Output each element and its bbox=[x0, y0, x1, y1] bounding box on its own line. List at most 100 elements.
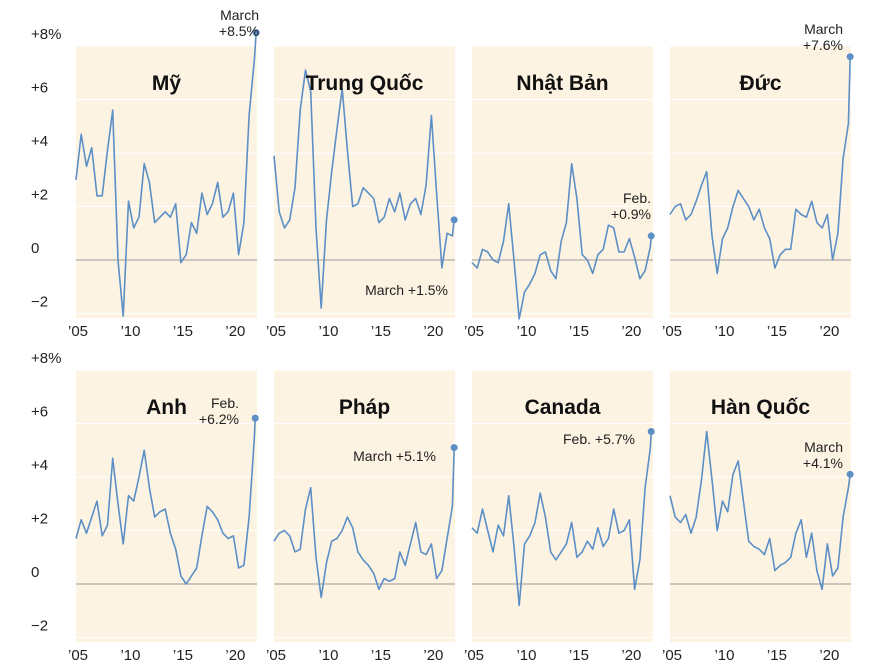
latest-value-dot bbox=[251, 414, 259, 422]
y-tick-label: +8% bbox=[31, 26, 61, 43]
latest-value-dot bbox=[647, 232, 655, 240]
series-line bbox=[273, 447, 455, 599]
x-tick-label: ’15 bbox=[767, 647, 787, 664]
y-tick-label: +6 bbox=[31, 80, 48, 97]
panel-title: Đức bbox=[739, 72, 781, 95]
x-tick-label: ’15 bbox=[569, 647, 589, 664]
panel-title: Anh bbox=[146, 396, 187, 419]
y-axis-row-1: +8% +6 +4 +2 0 −2 bbox=[31, 350, 61, 635]
x-tick-label: ’15 bbox=[173, 647, 193, 664]
latest-value-annotation: Feb. +5.7% bbox=[563, 431, 635, 447]
latest-value-dot bbox=[846, 470, 854, 478]
panel-background bbox=[670, 370, 851, 642]
x-tick-label: ’05 bbox=[266, 323, 286, 340]
x-tick-label: ’20 bbox=[621, 647, 641, 664]
panel-3: Đức March +7.6% ’05 ’10 ’15 ’20 bbox=[662, 21, 854, 340]
x-tick-label: ’20 bbox=[819, 647, 839, 664]
panel-2: Nhật Bản Feb. +0.9% ’05 ’10 ’15 ’20 bbox=[464, 45, 655, 340]
panel-title: Hàn Quốc bbox=[711, 396, 810, 419]
x-tick-label: ’20 bbox=[225, 647, 245, 664]
series-line bbox=[471, 431, 652, 607]
x-tick-label: ’10 bbox=[714, 323, 734, 340]
x-tick-label: ’10 bbox=[318, 323, 338, 340]
y-tick-label: +2 bbox=[31, 187, 48, 204]
latest-value-annotation: March +8.5% bbox=[219, 7, 259, 39]
x-tick-label: ’05 bbox=[662, 647, 682, 664]
y-tick-label: −2 bbox=[31, 294, 48, 311]
annotation-line: March bbox=[804, 439, 843, 455]
x-tick-label: ’15 bbox=[569, 323, 589, 340]
annotation-line: March bbox=[220, 7, 259, 23]
panel-0: Mỹ March +8.5% ’05 ’10 ’15 ’20 bbox=[68, 7, 260, 340]
x-tick-label: ’05 bbox=[68, 323, 88, 340]
panel-1: Trung Quốc March +1.5% ’05 ’10 ’15 ’20 bbox=[266, 45, 458, 340]
y-tick-label: 0 bbox=[31, 564, 39, 581]
series-line bbox=[75, 32, 257, 317]
annotation-line: March bbox=[804, 21, 843, 37]
y-tick-label: +2 bbox=[31, 511, 48, 528]
y-tick-label: −2 bbox=[31, 618, 48, 635]
series-line bbox=[75, 418, 256, 585]
annotation-line: +6.2% bbox=[199, 411, 239, 427]
panel-7: Hàn Quốc March +4.1% ’05 ’10 ’15 ’20 bbox=[662, 369, 854, 664]
annotation-line: Feb. +5.7% bbox=[563, 431, 635, 447]
annotation-line: March +1.5% bbox=[365, 282, 448, 298]
series-line bbox=[669, 56, 851, 275]
x-tick-label: ’05 bbox=[266, 647, 286, 664]
annotation-line: Feb. bbox=[211, 395, 239, 411]
panel-6: Canada Feb. +5.7% ’05 ’10 ’15 ’20 bbox=[464, 369, 655, 664]
latest-value-dot bbox=[846, 53, 854, 61]
latest-value-annotation: Feb. +0.9% bbox=[611, 190, 651, 222]
latest-value-annotation: March +4.1% bbox=[803, 439, 843, 471]
y-axis-row-0: +8% +6 +4 +2 0 −2 bbox=[31, 26, 61, 311]
panel-background bbox=[76, 370, 257, 642]
panel-background bbox=[670, 46, 851, 318]
latest-value-annotation: March +7.6% bbox=[803, 21, 843, 53]
y-tick-label: +4 bbox=[31, 457, 48, 474]
latest-value-annotation: March +1.5% bbox=[365, 282, 448, 298]
panel-title: Trung Quốc bbox=[306, 72, 424, 95]
x-tick-label: ’20 bbox=[423, 647, 443, 664]
x-tick-label: ’05 bbox=[662, 323, 682, 340]
panel-title: Mỹ bbox=[152, 72, 181, 95]
latest-value-dot bbox=[647, 428, 655, 436]
x-tick-label: ’15 bbox=[767, 323, 787, 340]
panel-5: Pháp March +5.1% ’05 ’10 ’15 ’20 bbox=[266, 369, 458, 664]
annotation-line: March +5.1% bbox=[353, 448, 436, 464]
y-tick-label: +6 bbox=[31, 404, 48, 421]
x-tick-label: ’20 bbox=[621, 323, 641, 340]
x-tick-label: ’10 bbox=[318, 647, 338, 664]
x-tick-label: ’20 bbox=[819, 323, 839, 340]
panel-title: Pháp bbox=[339, 396, 390, 419]
y-tick-label: 0 bbox=[31, 240, 39, 257]
series-line bbox=[471, 162, 652, 320]
annotation-line: Feb. bbox=[623, 190, 651, 206]
latest-value-dot bbox=[450, 216, 458, 224]
panel-background bbox=[76, 46, 257, 318]
latest-value-dot bbox=[252, 29, 260, 37]
x-tick-label: ’10 bbox=[120, 647, 140, 664]
x-tick-label: ’05 bbox=[464, 323, 484, 340]
x-tick-label: ’20 bbox=[225, 323, 245, 340]
panel-title: Canada bbox=[525, 396, 601, 419]
annotation-line: +8.5% bbox=[219, 23, 259, 39]
panel-background bbox=[472, 46, 653, 318]
panel-title: Nhật Bản bbox=[516, 72, 608, 95]
annotation-line: +0.9% bbox=[611, 206, 651, 222]
x-tick-label: ’20 bbox=[423, 323, 443, 340]
x-tick-label: ’10 bbox=[516, 647, 536, 664]
y-tick-label: +4 bbox=[31, 133, 48, 150]
series-line bbox=[273, 69, 455, 309]
panel-background bbox=[274, 46, 455, 318]
latest-value-annotation: March +5.1% bbox=[353, 448, 436, 464]
x-tick-label: ’05 bbox=[68, 647, 88, 664]
x-tick-label: ’10 bbox=[516, 323, 536, 340]
latest-value-annotation: Feb. +6.2% bbox=[199, 395, 239, 427]
x-tick-label: ’15 bbox=[371, 323, 391, 340]
x-tick-label: ’15 bbox=[173, 323, 193, 340]
annotation-line: +4.1% bbox=[803, 455, 843, 471]
series-line bbox=[669, 430, 851, 591]
x-tick-label: ’15 bbox=[371, 647, 391, 664]
